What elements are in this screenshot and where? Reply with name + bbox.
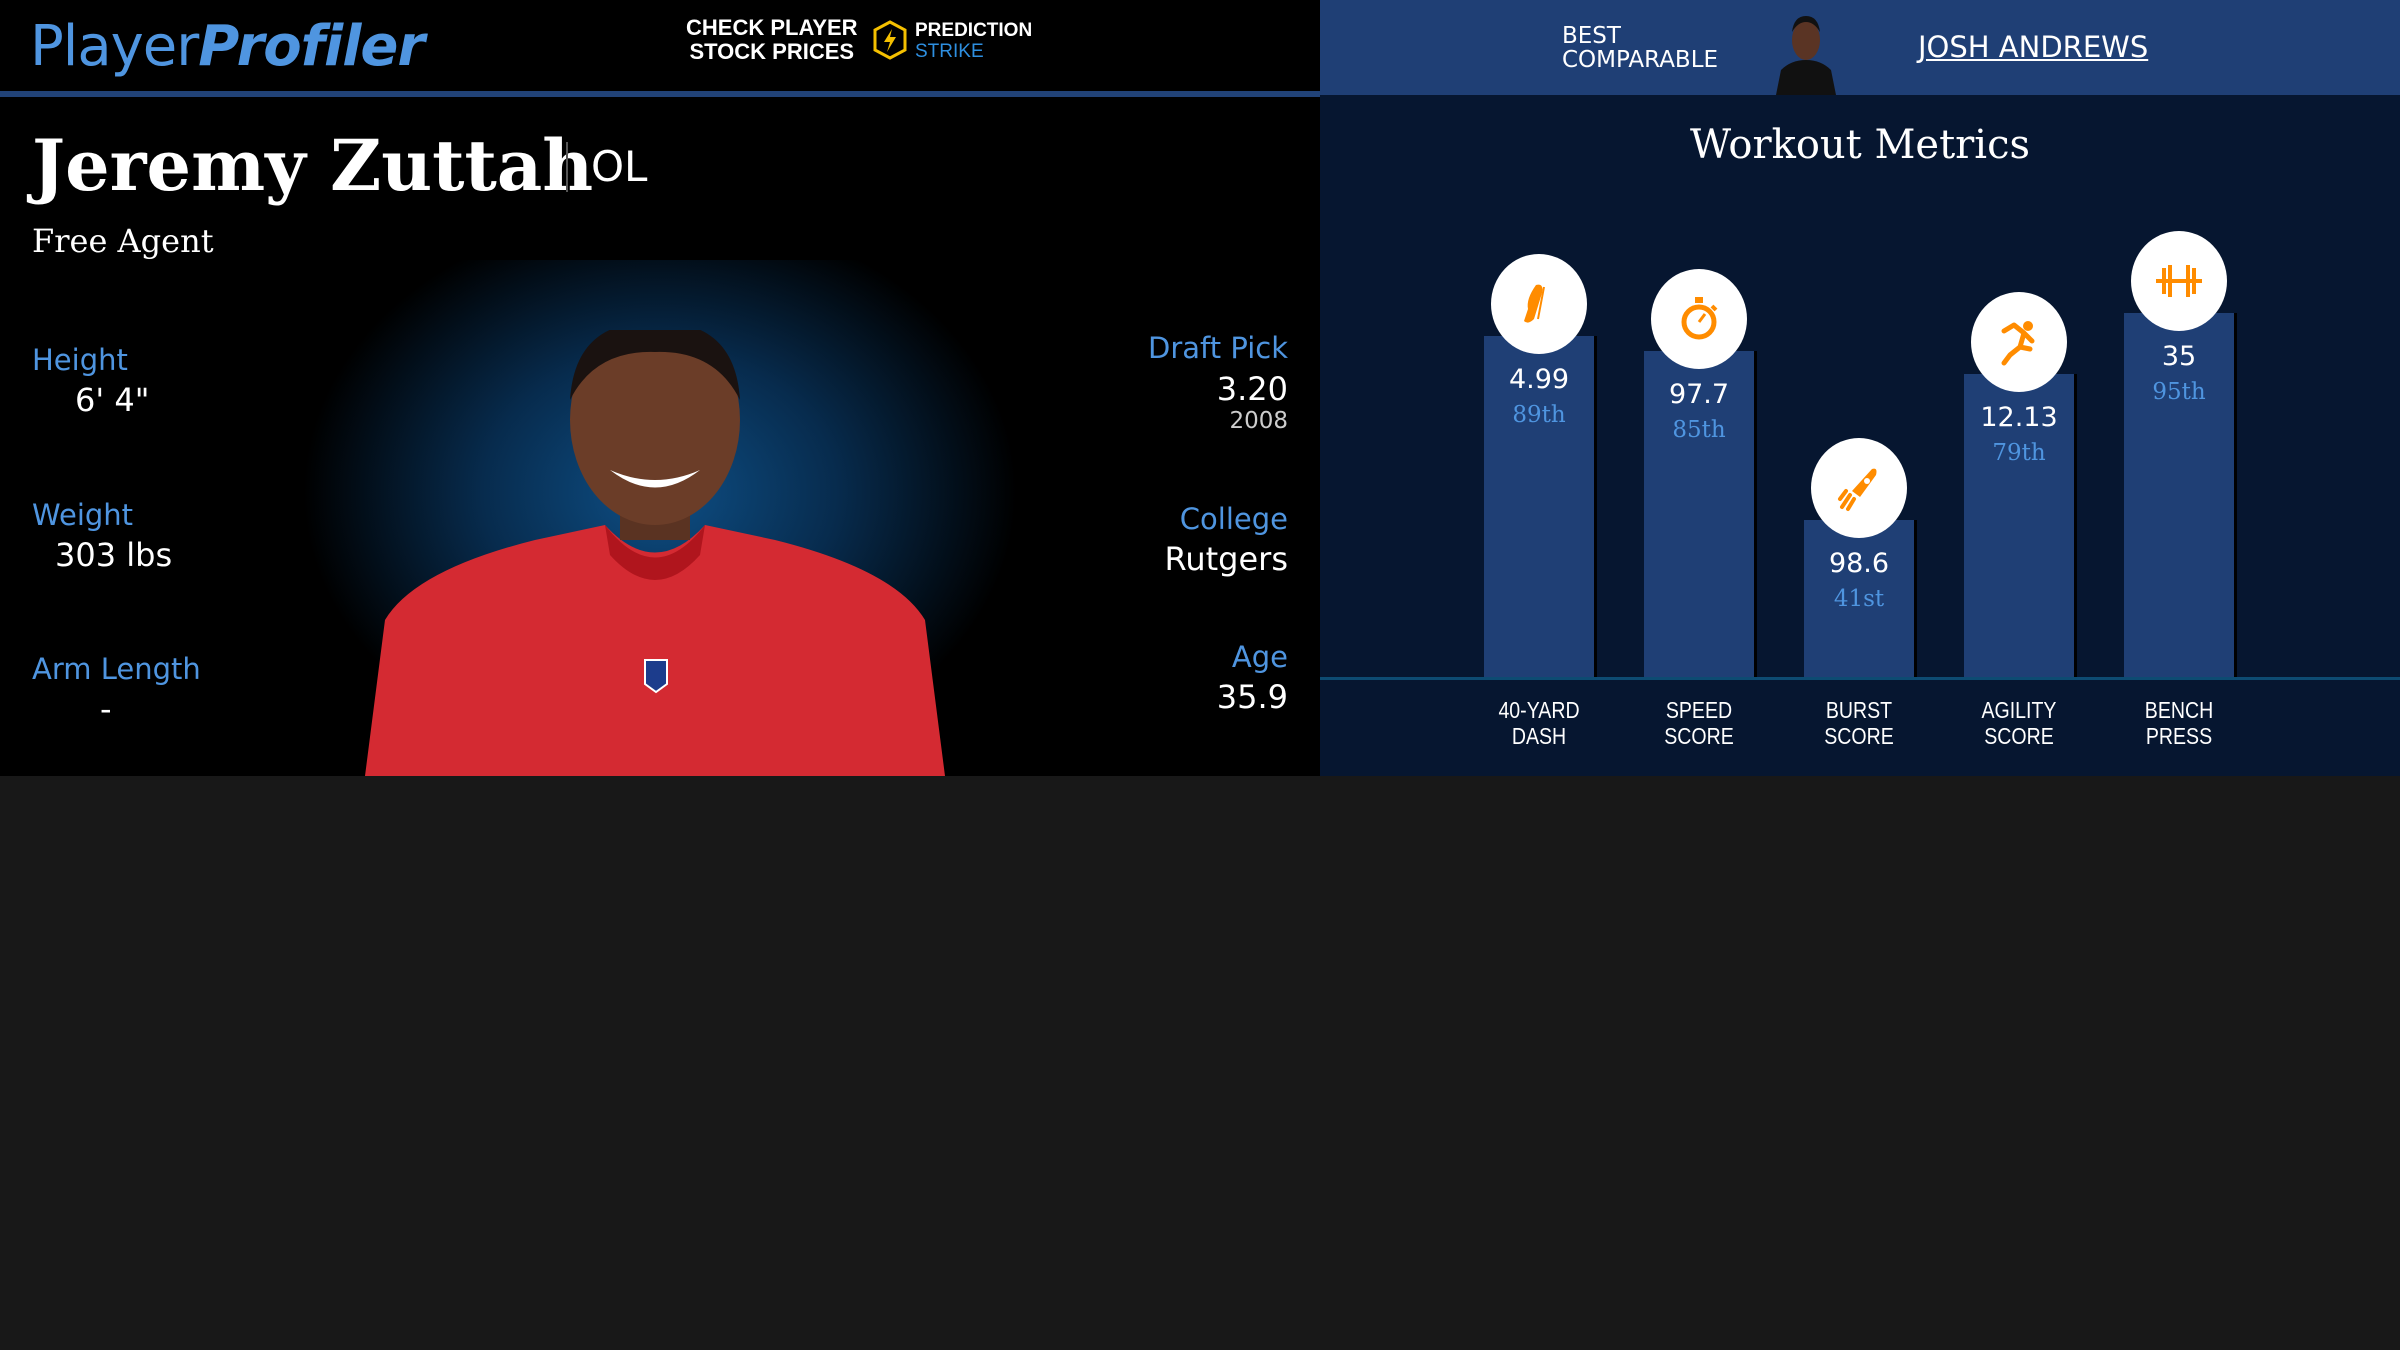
- runner-icon: [2001, 321, 2035, 366]
- metric-label-line2: SCORE: [1984, 723, 2054, 749]
- metric-label: AGILITY SCORE: [1951, 697, 2087, 749]
- promo-line1: CHECK PLAYER: [686, 15, 858, 40]
- metric-bar: [1644, 351, 1754, 677]
- metric-value: 97.7: [1668, 379, 1730, 411]
- comparable-player-link[interactable]: JOSH ANDREWS: [1918, 30, 2149, 64]
- workout-metrics-title: Workout Metrics: [1689, 122, 2031, 168]
- metric-label: 40-YARD DASH: [1471, 697, 1607, 749]
- metric-value: 98.6: [1828, 547, 1890, 579]
- metric-label-line2: SCORE: [1824, 723, 1894, 749]
- metric-percentile: 89th: [1512, 402, 1566, 429]
- metric-bar: [2124, 313, 2234, 677]
- college-label: College: [1179, 502, 1288, 536]
- metric-label-line1: SPEED: [1665, 697, 1733, 723]
- prediction-strike-logo[interactable]: PREDICTION STRIKE: [915, 20, 1032, 62]
- playerprofiler-logo[interactable]: PlayerProfiler: [30, 14, 425, 79]
- metric-label-line2: DASH: [1511, 723, 1567, 749]
- player-team: Free Agent: [32, 222, 214, 260]
- metric-label-line1: AGILITY: [1981, 697, 2057, 723]
- arm-length-label: Arm Length: [32, 652, 201, 686]
- metric-percentile: 85th: [1672, 417, 1726, 444]
- metric-value: 35: [2161, 341, 2197, 373]
- player-photo: [365, 330, 945, 776]
- best-label-line1: BEST: [1562, 23, 1621, 49]
- shoe-icon: [1524, 284, 1545, 323]
- header-divider: [0, 91, 1320, 97]
- metric-label-line1: BURST: [1825, 697, 1893, 723]
- best-comparable-label: BEST COMPARABLE: [1562, 24, 1718, 72]
- draft-year: 2008: [1229, 408, 1288, 434]
- brand-line2: STRIKE: [915, 41, 984, 62]
- stopwatch-icon: [1681, 297, 1718, 340]
- logo-text-profiler: Profiler: [198, 14, 425, 79]
- metric-label: BENCH PRESS: [2111, 697, 2247, 749]
- metric-label: SPEED SCORE: [1631, 697, 1767, 749]
- metric-bar: [1484, 336, 1594, 677]
- rocket-icon: [1838, 468, 1877, 511]
- metric-percentile: 79th: [1992, 440, 2046, 467]
- draft-pick-value: 3.20: [1216, 370, 1288, 408]
- metric-value: 4.99: [1508, 364, 1570, 396]
- metric-label-line1: 40-YARD: [1498, 697, 1580, 723]
- name-separator: [566, 142, 568, 192]
- dumbbell-icon: [2156, 265, 2202, 298]
- player-name: Jeremy Zuttah: [32, 124, 594, 207]
- metric-label: BURST SCORE: [1791, 697, 1927, 749]
- player-position: OL: [591, 142, 648, 191]
- comparable-player-photo[interactable]: [1776, 10, 1836, 95]
- age-value: 35.9: [1216, 678, 1288, 716]
- promo-line2: STOCK PRICES: [689, 39, 855, 64]
- weight-value: 303 lbs: [55, 536, 173, 574]
- weight-label: Weight: [32, 498, 134, 532]
- metric-label-line1: BENCH: [2144, 697, 2214, 723]
- height-value: 6' 4": [75, 381, 150, 419]
- height-label: Height: [32, 343, 128, 377]
- best-comparable-bar: [1320, 0, 2400, 95]
- metric-percentile: 41st: [1833, 585, 1885, 612]
- lightning-bolt-icon: [873, 20, 907, 60]
- metric-icon-badge: [1971, 292, 2067, 393]
- top-bar: [0, 0, 1320, 91]
- age-label: Age: [1231, 640, 1288, 674]
- college-value: Rutgers: [1164, 540, 1288, 578]
- metric-icon-badge: [2131, 231, 2227, 332]
- metric-label-line2: PRESS: [2145, 723, 2213, 749]
- chart-baseline: [1320, 677, 2400, 680]
- arm-length-value: -: [100, 690, 112, 728]
- draft-pick-label: Draft Pick: [1148, 331, 1288, 365]
- metric-label-line2: SCORE: [1664, 723, 1734, 749]
- metric-bar: [1804, 519, 1914, 677]
- metric-icon-badge: [1651, 269, 1747, 370]
- metric-icon-badge: [1491, 254, 1587, 355]
- best-label-line2: COMPARABLE: [1562, 47, 1719, 73]
- brand-line1: PREDICTION: [915, 20, 1033, 41]
- metric-bar: [1964, 374, 2074, 677]
- metric-percentile: 95th: [2152, 379, 2206, 406]
- logo-text-player: Player: [30, 14, 199, 79]
- metric-value: 12.13: [1980, 402, 2058, 434]
- stock-prices-link[interactable]: CHECK PLAYER STOCK PRICES: [686, 16, 858, 64]
- metric-icon-badge: [1811, 437, 1907, 538]
